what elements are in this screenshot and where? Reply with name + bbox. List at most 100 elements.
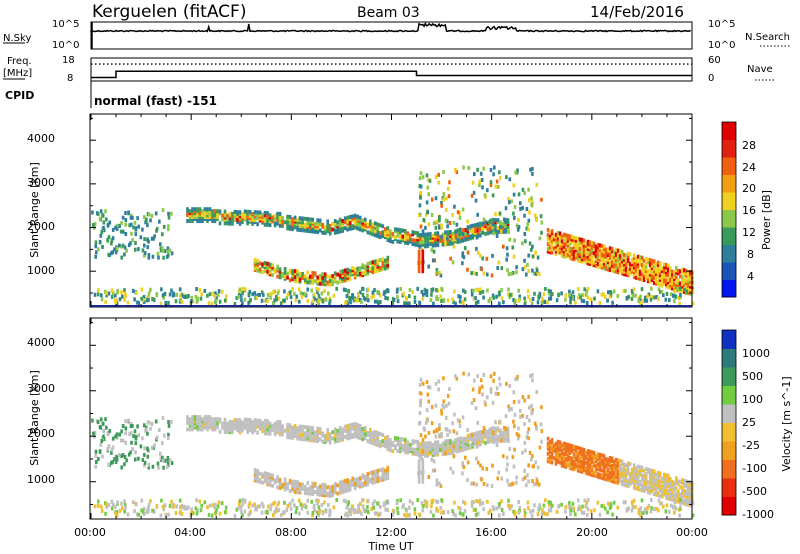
freq-panel-frame bbox=[90, 57, 693, 82]
scatter-cell bbox=[506, 428, 510, 433]
scatter-cell bbox=[296, 279, 299, 284]
scatter-cell bbox=[646, 490, 650, 495]
scatter-cell bbox=[419, 184, 423, 189]
scatter-cell bbox=[358, 476, 362, 481]
scatter-cell bbox=[639, 513, 642, 518]
scatter-cell bbox=[416, 286, 419, 291]
scatter-cell bbox=[549, 508, 553, 513]
scatter-cell bbox=[258, 418, 262, 423]
scatter-cell bbox=[101, 244, 104, 249]
scatter-cell bbox=[405, 297, 408, 301]
scatter-cell bbox=[358, 297, 362, 302]
scatter-cell bbox=[549, 500, 552, 505]
scatter-cell bbox=[289, 295, 293, 300]
scatter-cell bbox=[491, 193, 495, 198]
scatter-cell bbox=[333, 488, 337, 493]
scatter-cell bbox=[168, 458, 172, 463]
scatter-cell bbox=[614, 262, 618, 267]
scatter-cell bbox=[196, 296, 199, 301]
scatter-cell bbox=[614, 475, 618, 480]
scatter-cell bbox=[417, 466, 421, 471]
scatter-cell bbox=[498, 211, 502, 216]
scatter-cell bbox=[136, 424, 139, 429]
scatter-cell bbox=[318, 273, 322, 278]
scatter-cell bbox=[683, 488, 686, 493]
scatter-cell bbox=[198, 425, 202, 430]
scatter-cell bbox=[442, 169, 445, 174]
scatter-cell bbox=[163, 503, 167, 508]
scatter-cell bbox=[421, 508, 424, 513]
scatter-cell bbox=[642, 486, 646, 491]
scatter-cell bbox=[632, 498, 636, 503]
scatter-cell bbox=[190, 507, 193, 512]
scatter-cell bbox=[346, 424, 349, 428]
scatter-cell bbox=[604, 247, 608, 252]
scatter-cell bbox=[556, 238, 560, 243]
scatter-cell bbox=[638, 262, 642, 267]
scatter-cell bbox=[258, 267, 262, 272]
scatter-cell bbox=[679, 495, 682, 500]
scatter-cell bbox=[419, 391, 423, 396]
scatter-cell bbox=[283, 477, 287, 482]
scatter-cell bbox=[624, 470, 628, 475]
scatter-cell bbox=[537, 482, 541, 487]
scatter-cell bbox=[531, 254, 535, 259]
scatter-cell bbox=[578, 466, 582, 471]
scatter-cell bbox=[667, 282, 670, 287]
scatter-cell bbox=[507, 404, 510, 409]
scatter-cell bbox=[550, 238, 554, 243]
scatter-cell bbox=[424, 441, 427, 446]
scatter-cell bbox=[277, 296, 281, 301]
scatter-cell bbox=[150, 236, 154, 241]
scatter-cell bbox=[471, 442, 475, 447]
scatter-cell bbox=[638, 276, 642, 281]
scatter-cell bbox=[679, 504, 682, 509]
scatter-cell bbox=[626, 258, 630, 263]
scatter-cell bbox=[421, 468, 425, 473]
scatter-cell bbox=[687, 283, 690, 288]
scatter-cell bbox=[193, 421, 197, 426]
scatter-cell bbox=[515, 475, 518, 480]
scatter-cell bbox=[343, 268, 347, 273]
scatter-cell bbox=[133, 220, 137, 225]
scatter-cell bbox=[446, 186, 450, 191]
scatter-cell bbox=[560, 448, 564, 453]
scatter-cell bbox=[667, 280, 670, 285]
scatter-cell bbox=[155, 435, 159, 440]
scatter-cell bbox=[442, 510, 446, 515]
scatter-cell bbox=[665, 282, 668, 287]
scatter-cell bbox=[650, 258, 654, 263]
scatter-cell bbox=[675, 478, 678, 483]
scatter-cell bbox=[421, 264, 425, 269]
scatter-cell bbox=[586, 259, 590, 263]
scatter-cell bbox=[301, 431, 304, 435]
scatter-cell bbox=[548, 238, 552, 243]
scatter-cell bbox=[657, 296, 660, 301]
scatter-cell bbox=[562, 244, 566, 249]
scatter-cell bbox=[218, 209, 222, 214]
scatter-cell bbox=[497, 470, 501, 475]
scatter-cell bbox=[323, 225, 327, 230]
scatter-cell bbox=[512, 464, 516, 469]
scatter-cell bbox=[301, 435, 304, 440]
scatter-cell bbox=[469, 224, 472, 229]
scatter-cell bbox=[419, 433, 423, 438]
scatter-cell bbox=[353, 477, 357, 482]
scatter-cell bbox=[248, 418, 252, 422]
scatter-cell bbox=[624, 272, 628, 277]
scatter-cell bbox=[281, 216, 284, 220]
scatter-cell bbox=[458, 232, 461, 237]
scatter-cell bbox=[306, 498, 309, 503]
scatter-cell bbox=[402, 291, 405, 296]
scatter-cell bbox=[652, 484, 656, 489]
scatter-cell bbox=[632, 465, 636, 470]
scatter-cell bbox=[648, 480, 652, 485]
scatter-cell bbox=[199, 296, 203, 301]
scatter-cell bbox=[288, 429, 292, 434]
scatter-cell bbox=[604, 250, 608, 254]
scatter-cell bbox=[570, 459, 574, 464]
scatter-cell bbox=[444, 218, 448, 223]
scatter-cell bbox=[582, 257, 586, 262]
scatter-cell bbox=[385, 289, 388, 293]
scatter-cell bbox=[146, 245, 150, 250]
